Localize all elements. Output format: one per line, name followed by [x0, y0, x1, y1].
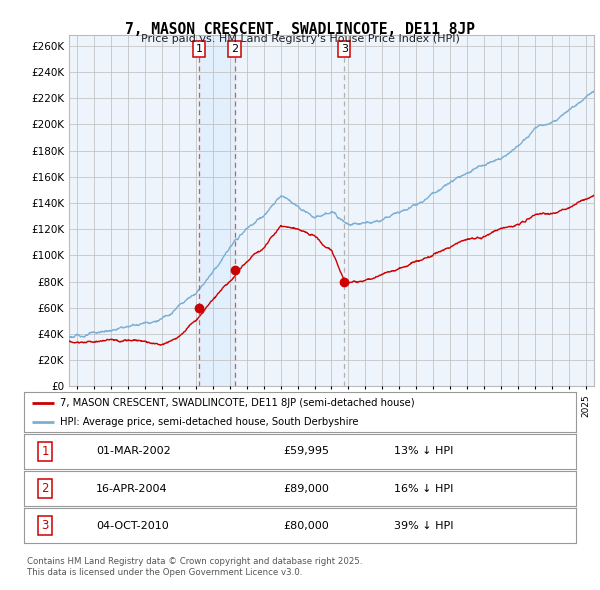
Text: 01-MAR-2002: 01-MAR-2002: [96, 447, 170, 456]
Text: 3: 3: [341, 44, 348, 54]
Text: 16% ↓ HPI: 16% ↓ HPI: [394, 484, 453, 493]
Bar: [199, 35, 235, 386]
Text: HPI: Average price, semi-detached house, South Derbyshire: HPI: Average price, semi-detached house,…: [60, 417, 358, 427]
Text: Contains HM Land Registry data © Crown copyright and database right 2025.: Contains HM Land Registry data © Crown c…: [27, 558, 362, 566]
Text: 13% ↓ HPI: 13% ↓ HPI: [394, 447, 453, 456]
Text: 1: 1: [196, 44, 202, 54]
Text: 39% ↓ HPI: 39% ↓ HPI: [394, 521, 454, 530]
Text: 2: 2: [41, 482, 49, 495]
Text: £59,995: £59,995: [283, 447, 329, 456]
Text: Price paid vs. HM Land Registry's House Price Index (HPI): Price paid vs. HM Land Registry's House …: [140, 34, 460, 44]
Text: £89,000: £89,000: [283, 484, 329, 493]
Text: 1: 1: [41, 445, 49, 458]
Text: 04-OCT-2010: 04-OCT-2010: [96, 521, 169, 530]
Text: 3: 3: [41, 519, 49, 532]
Text: 7, MASON CRESCENT, SWADLINCOTE, DE11 8JP: 7, MASON CRESCENT, SWADLINCOTE, DE11 8JP: [125, 22, 475, 37]
Text: £80,000: £80,000: [283, 521, 329, 530]
Text: This data is licensed under the Open Government Licence v3.0.: This data is licensed under the Open Gov…: [27, 568, 302, 577]
Text: 7, MASON CRESCENT, SWADLINCOTE, DE11 8JP (semi-detached house): 7, MASON CRESCENT, SWADLINCOTE, DE11 8JP…: [60, 398, 415, 408]
Text: 16-APR-2004: 16-APR-2004: [96, 484, 167, 493]
Text: 2: 2: [231, 44, 238, 54]
